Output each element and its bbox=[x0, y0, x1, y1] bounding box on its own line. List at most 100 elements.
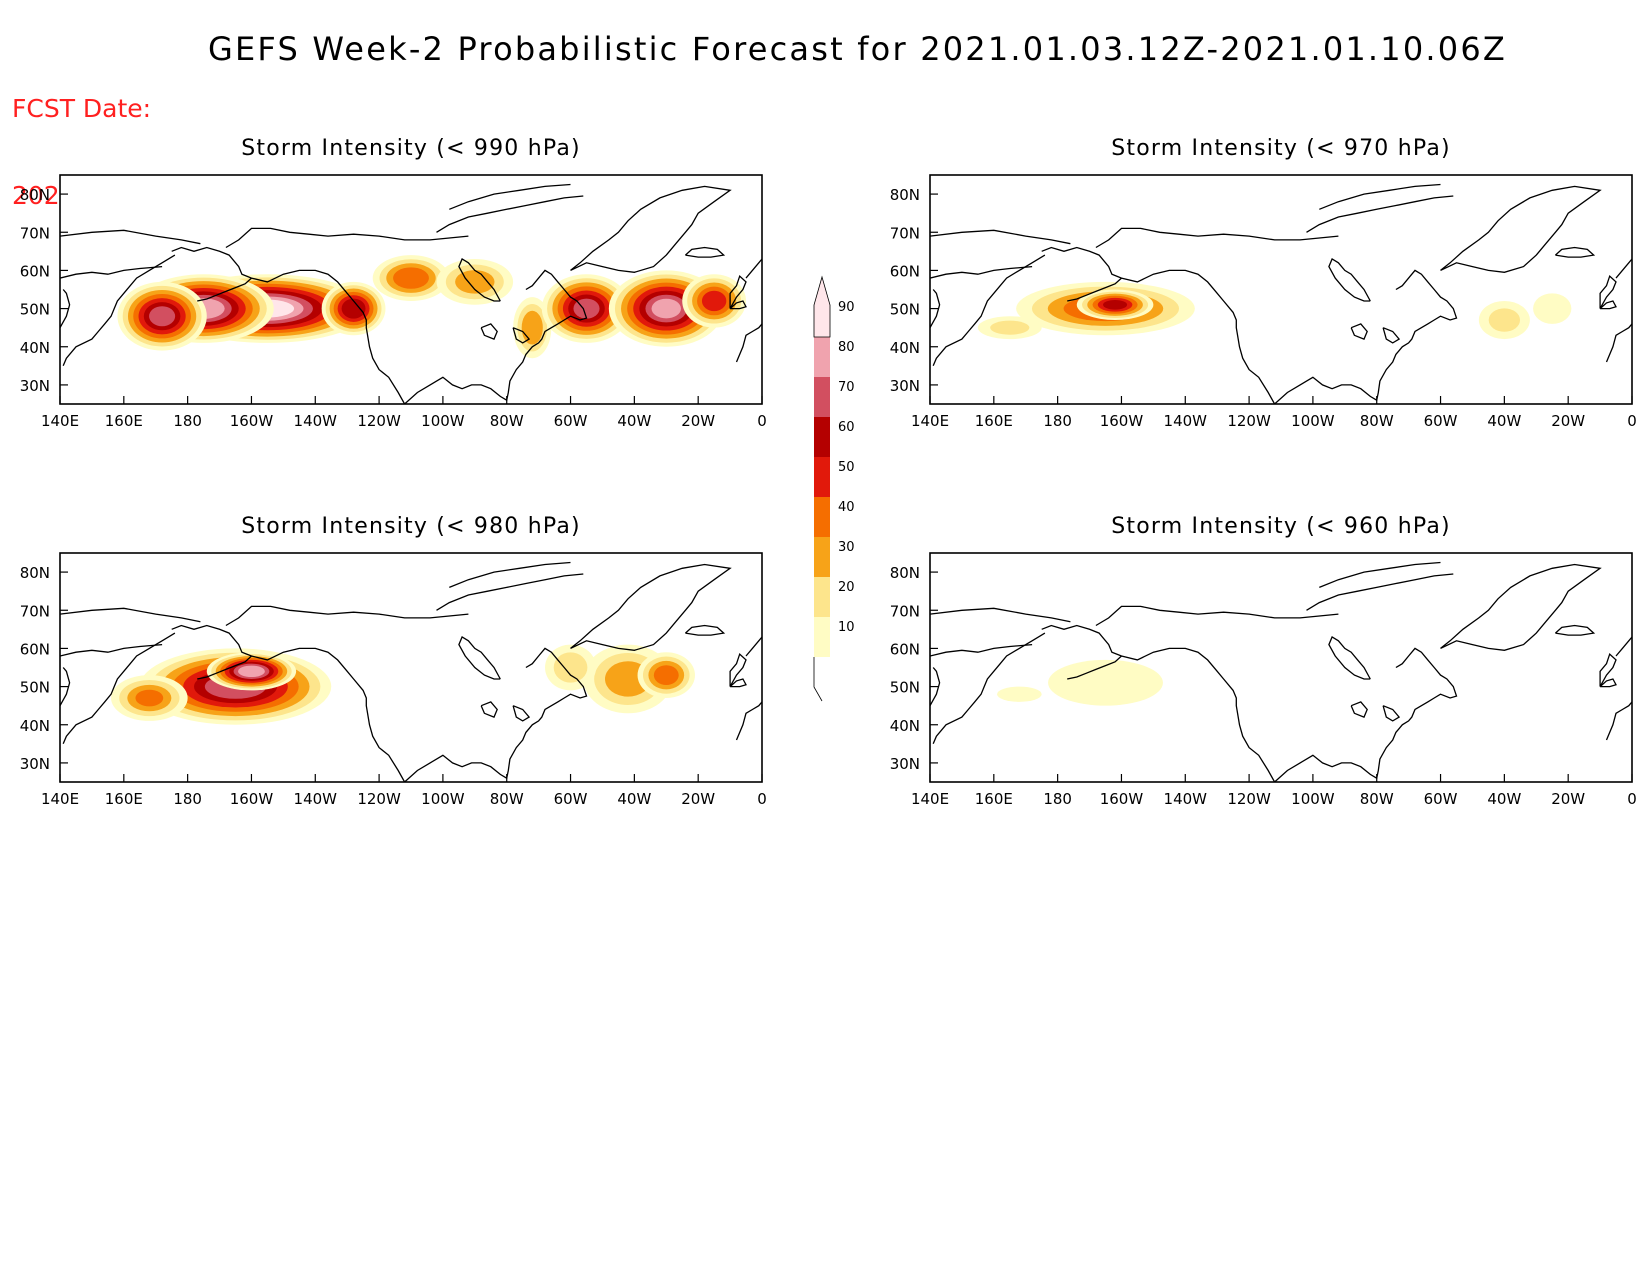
lon-tick-label: 140E bbox=[911, 790, 949, 808]
lon-tick-label: 40W bbox=[1487, 790, 1521, 808]
probability-contour bbox=[521, 310, 543, 345]
colorbar-swatch bbox=[814, 497, 830, 537]
colorbar-label: 60 bbox=[838, 420, 855, 435]
probability-field bbox=[997, 659, 1163, 706]
probability-contour bbox=[653, 665, 679, 686]
coastline bbox=[436, 195, 584, 233]
lon-tick-label: 0 bbox=[757, 412, 767, 430]
lon-tick-label: 140W bbox=[1164, 790, 1208, 808]
map-panel: Storm Intensity (< 990 hPa) 140E 160E 180 16… bbox=[20, 136, 767, 430]
probability-field bbox=[977, 281, 1572, 340]
coastline bbox=[930, 265, 1033, 279]
coastlines bbox=[930, 183, 1632, 404]
coastline bbox=[458, 636, 501, 680]
coastline bbox=[1382, 705, 1401, 722]
probability-contour bbox=[1048, 659, 1163, 706]
map-frame bbox=[929, 174, 1633, 405]
coastline bbox=[197, 655, 252, 680]
map-panel: Storm Intensity (< 970 hPa) 140E 160E 180 16… bbox=[890, 136, 1637, 430]
lat-tick-label: 70N bbox=[890, 224, 920, 242]
probability-contour bbox=[393, 267, 429, 289]
coastline bbox=[570, 563, 732, 651]
lon-tick-label: 160W bbox=[1100, 412, 1144, 430]
coastline bbox=[1319, 183, 1441, 210]
colorbar-label: 40 bbox=[838, 500, 855, 515]
map-frame bbox=[929, 552, 1633, 783]
map-frame bbox=[59, 552, 763, 783]
lon-tick-label: 140E bbox=[41, 412, 79, 430]
coastline bbox=[1041, 624, 1276, 782]
lon-tick-label: 160E bbox=[105, 790, 143, 808]
coastline bbox=[1067, 277, 1122, 302]
coastline bbox=[1328, 258, 1371, 302]
panel-title: Storm Intensity (< 970 hPa) bbox=[1111, 136, 1451, 161]
coastline bbox=[171, 624, 406, 782]
coastline bbox=[1440, 185, 1602, 273]
coastline bbox=[1274, 647, 1458, 782]
lat-tick-label: 30N bbox=[20, 755, 50, 773]
lat-tick-label: 40N bbox=[20, 339, 50, 357]
lat-tick-label: 30N bbox=[890, 377, 920, 395]
colorbar-swatch bbox=[813, 275, 831, 338]
coastline bbox=[930, 667, 941, 707]
probability-contour bbox=[341, 298, 366, 319]
lon-tick-label: 100W bbox=[421, 412, 465, 430]
lon-tick-label: 160W bbox=[1100, 790, 1144, 808]
coastline bbox=[729, 652, 747, 687]
probability-contour bbox=[238, 665, 265, 678]
coastline bbox=[930, 607, 1071, 623]
coastline bbox=[1599, 274, 1617, 309]
map-panel: Storm Intensity (< 960 hPa) 140E 160E 180 16… bbox=[890, 514, 1637, 808]
coastline bbox=[512, 705, 531, 722]
lat-tick-label: 70N bbox=[890, 602, 920, 620]
probability-contour bbox=[1488, 308, 1521, 332]
coastline bbox=[745, 258, 762, 279]
probability-contour bbox=[553, 652, 588, 683]
coastline bbox=[404, 269, 588, 404]
coastline bbox=[1095, 605, 1339, 627]
coastline bbox=[1554, 624, 1596, 636]
lon-tick-label: 0 bbox=[1627, 412, 1637, 430]
coastline bbox=[1599, 300, 1617, 310]
lat-tick-label: 50N bbox=[20, 679, 50, 697]
lat-tick-label: 30N bbox=[890, 755, 920, 773]
lon-tick-label: 140E bbox=[41, 790, 79, 808]
probability-contour bbox=[149, 306, 176, 327]
coastline bbox=[735, 701, 762, 741]
lon-tick-label: 40W bbox=[617, 790, 651, 808]
coastline bbox=[684, 246, 726, 258]
lat-tick-label: 50N bbox=[20, 301, 50, 319]
colorbar-label: 20 bbox=[838, 580, 855, 595]
forecast-date-caption: FCST Date: bbox=[12, 94, 152, 123]
colorbar-swatch bbox=[814, 337, 830, 377]
coastline bbox=[1605, 701, 1632, 741]
lat-tick-label: 80N bbox=[20, 564, 50, 582]
lon-tick-label: 160E bbox=[975, 790, 1013, 808]
lon-tick-label: 160E bbox=[975, 412, 1013, 430]
lon-tick-label: 100W bbox=[1291, 412, 1335, 430]
probability-contour bbox=[1103, 299, 1128, 310]
coastline bbox=[930, 289, 941, 329]
coastline bbox=[930, 643, 1033, 657]
coastlines bbox=[930, 561, 1632, 782]
coastline bbox=[1306, 573, 1454, 611]
coastline bbox=[458, 258, 501, 302]
lat-tick-label: 80N bbox=[20, 186, 50, 204]
colorbar-swatch bbox=[814, 617, 830, 657]
coastline bbox=[684, 624, 726, 636]
coastline bbox=[449, 183, 571, 210]
coastline bbox=[480, 323, 498, 340]
lat-tick-label: 60N bbox=[20, 640, 50, 658]
coastline bbox=[60, 265, 163, 279]
probability-contour bbox=[651, 298, 681, 319]
lon-tick-label: 80W bbox=[490, 790, 524, 808]
colorbar-swatch bbox=[814, 537, 830, 577]
colorbar-label: 50 bbox=[838, 460, 855, 475]
coastline bbox=[60, 229, 201, 245]
coastline bbox=[1328, 636, 1371, 680]
panel-title: Storm Intensity (< 960 hPa) bbox=[1111, 514, 1451, 539]
coastline bbox=[932, 632, 1046, 745]
lat-tick-label: 80N bbox=[890, 186, 920, 204]
coastline bbox=[449, 561, 571, 589]
coastline bbox=[1350, 323, 1368, 340]
